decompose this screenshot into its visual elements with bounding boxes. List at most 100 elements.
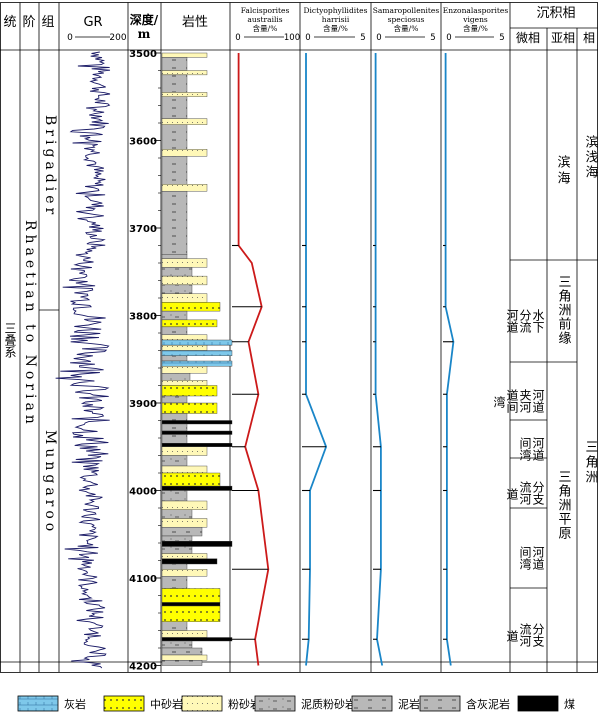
micro-facies-label: 分支 [531, 481, 545, 505]
legend-swatch [254, 695, 296, 712]
micro-facies-label: 河道 [531, 437, 545, 461]
micro-facies-label: 河道 [531, 389, 545, 413]
lithology-bed [161, 184, 208, 192]
pollen-curve [305, 53, 328, 666]
legend-swatch [517, 695, 559, 712]
lithology-bed [161, 413, 188, 421]
pollen-name-line1: Falcisporites [241, 6, 290, 15]
lithology-bed [161, 535, 193, 542]
pollen-unit: 含量/% [463, 23, 488, 33]
lithology-bed [161, 541, 233, 547]
lithology-bed [161, 366, 208, 374]
header-gr: GR [83, 15, 102, 30]
depth-tick-label: 3800 [129, 312, 157, 323]
lithology-bed [161, 490, 188, 502]
lithology-bed [161, 402, 218, 414]
legend-label: 煤 [564, 698, 575, 711]
legend-label: 泥岩 [398, 697, 420, 711]
pollen-scale-max: 5 [499, 33, 504, 43]
lithology-bed [161, 191, 188, 255]
lithology-bed [161, 420, 233, 425]
legend: 灰岩 中砂岩 粉砂岩 泥质粉砂岩 泥岩 含灰泥岩 煤 [17, 695, 575, 712]
lithology-bed [161, 569, 208, 577]
lithology-bed [161, 485, 233, 491]
lithology-bed [161, 434, 188, 444]
header-facies: 沉积相 [536, 6, 575, 21]
lithology-bed [161, 630, 208, 638]
header-depth-unit: m [138, 27, 151, 41]
lithology-bed [161, 637, 233, 642]
lithology-bed [161, 258, 208, 268]
facies-columns: 滨浅海三角洲滨海三角洲前缘三角洲平原水下分流河道河道夹河道间湾河道间湾分支流河道… [492, 134, 598, 647]
pollen-scale-min: 0 [446, 33, 451, 43]
depth-tick-label: 3900 [129, 399, 157, 410]
lithology-column [161, 52, 233, 666]
legend-label: 含灰泥岩 [466, 697, 510, 711]
micro-facies-label: 流河 [518, 623, 532, 647]
depth-tick-label: 4200 [129, 662, 157, 673]
micro-facies-label: 分支 [531, 623, 545, 647]
legend-label: 泥质粉砂岩 [301, 697, 356, 711]
facies-sub-shore: 滨海 [555, 154, 571, 187]
lithology-bed [161, 588, 221, 603]
pollen-scale-min: 0 [305, 33, 310, 43]
pollen-scale-min: 0 [235, 33, 240, 43]
legend-label: 粉砂岩 [228, 697, 261, 711]
lithology-bed [161, 621, 188, 631]
lithology-bed [161, 326, 188, 335]
micro-facies-label: 湾 [492, 395, 506, 409]
system-label: 三叠系 [3, 322, 17, 358]
lithology-bed [161, 57, 188, 71]
pollen-scale-max: 5 [360, 33, 365, 43]
legend-label: 中砂岩 [150, 697, 183, 711]
legend-swatch [351, 695, 393, 712]
lithology-bed [161, 156, 188, 185]
lithology-bed [161, 443, 233, 447]
lithology-bed [161, 284, 193, 294]
legend-swatch [103, 695, 145, 712]
lithology-bed [161, 385, 218, 397]
micro-facies-label: 道 [505, 630, 519, 642]
pollen-name-line2: speciosus [388, 15, 425, 24]
micro-facies-label: 道 [505, 488, 519, 500]
pollen-name-line1: Samaropollenites [373, 6, 440, 15]
pollen-unit: 含量/% [394, 23, 419, 33]
lithology-bed [161, 355, 188, 362]
lithology-bed [161, 472, 221, 487]
lithology-bed [161, 654, 208, 661]
pollen-curves [232, 53, 455, 666]
micro-facies-label: 分流 [518, 309, 532, 333]
lithology-bed [161, 52, 208, 58]
depth-tick-label: 3700 [129, 224, 157, 235]
pollen-unit: 含量/% [323, 23, 348, 33]
lithology-bed [161, 345, 208, 351]
stage-label: Rhaetian to Norian [22, 220, 38, 428]
lithology-bed [161, 254, 188, 259]
pollen-curve [237, 53, 270, 666]
header-system: 统 [3, 15, 16, 30]
lithology-bed [161, 149, 208, 157]
lithology-bed [161, 640, 193, 649]
lithology-bed [161, 310, 188, 321]
legend-swatch [17, 695, 59, 712]
pollen-curve [374, 53, 384, 666]
lithology-bed [161, 546, 193, 554]
depth-tick-label: 4100 [129, 574, 157, 585]
pollen-scale-max: 100 [284, 33, 300, 43]
gr-scale-max: 200 [109, 33, 126, 43]
micro-facies-label: 河道 [531, 546, 545, 570]
lithology-bed [161, 380, 208, 386]
facies-sub-plain: 三角洲平原 [556, 470, 572, 540]
lithology-bed [161, 423, 188, 432]
micro-facies-label: 间湾 [518, 437, 532, 462]
depth-axis: 3500 3600 3700 3800 3900 4000 4100 4200 [129, 49, 161, 673]
lithology-bed [161, 455, 188, 467]
lithology-bed [161, 74, 188, 93]
lithology-bed [161, 647, 203, 656]
header-micro: 微相 [516, 31, 540, 45]
lithology-bed [161, 558, 218, 565]
pollen-scale-min: 0 [376, 33, 381, 43]
lithology-bed [161, 518, 208, 528]
legend-swatch [419, 695, 461, 712]
